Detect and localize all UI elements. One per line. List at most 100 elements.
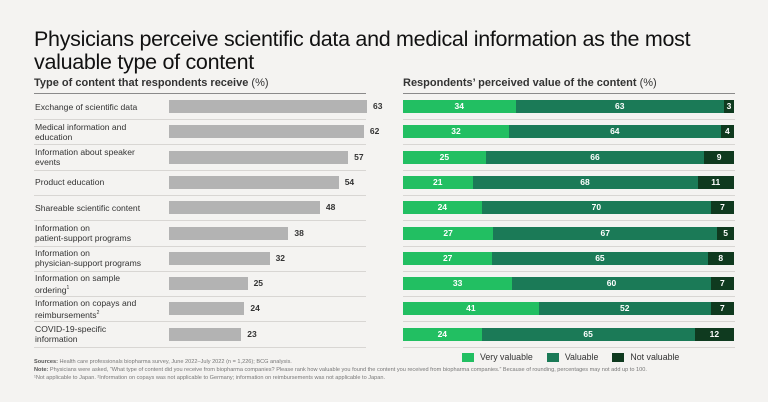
received-value-label: 48 [325, 202, 336, 213]
category-label: Information on copays and reimbursements2 [35, 297, 137, 320]
segment-valuable: 66 [485, 150, 705, 164]
segment-value-label: 27 [443, 227, 453, 238]
right-chart-row: 24 70 7 [403, 195, 735, 222]
segment-valuable: 67 [493, 226, 718, 240]
received-value-label: 54 [344, 176, 355, 187]
segment-very-valuable: 27 [403, 251, 493, 265]
segment-value-label: 24 [437, 328, 448, 339]
segment-valuable: 68 [472, 175, 698, 189]
received-bar [169, 251, 270, 265]
right-chart-row: 27 65 8 [403, 246, 735, 272]
received-bar [169, 175, 339, 189]
segment-value-label: 65 [595, 252, 605, 263]
received-bar [169, 302, 245, 316]
segment-value-label: 25 [439, 151, 450, 162]
received-value-label: 24 [250, 303, 260, 314]
segment-not-valuable: 11 [697, 175, 734, 189]
segment-not-valuable: 3 [724, 100, 734, 113]
segment-value-label: 63 [615, 101, 625, 111]
segment-very-valuable: 25 [403, 150, 486, 164]
left-chart-row: Shareable scientific content 48 [34, 195, 366, 222]
right-chart-row: 27 67 5 [403, 221, 735, 247]
sources-text: Health care professionals biopharma surv… [59, 359, 292, 365]
segment-very-valuable: 21 [403, 175, 473, 189]
left-chart-row: Product education 54 [34, 170, 366, 196]
received-value-label: 38 [294, 227, 304, 238]
legend-label: Not valuable [630, 352, 680, 362]
right-chart-row: 21 68 11 [403, 170, 735, 196]
received-bar [169, 226, 289, 240]
received-value-label: 57 [354, 151, 364, 162]
segment-value-label: 7 [720, 278, 725, 289]
segment-very-valuable: 24 [403, 327, 482, 341]
segment-not-valuable: 7 [710, 302, 734, 316]
sources-label: Sources: [34, 359, 58, 365]
footnotes: Sources: Health care professionals bioph… [34, 358, 734, 382]
category-label: Shareable scientific content [35, 202, 141, 213]
left-chart-row: Medical information and education 62 [34, 119, 379, 146]
category-label: Information on sample ordering1 [35, 272, 121, 295]
right-subtitle-text: Respondents’ perceived value of the cont… [403, 77, 637, 89]
segment-not-valuable: 5 [717, 226, 734, 240]
received-bar [169, 100, 367, 113]
segment-very-valuable: 27 [403, 226, 494, 240]
legend-item-not-valuable: Not valuable [612, 352, 679, 362]
segment-value-label: 7 [720, 303, 725, 314]
right-chart-row: 41 52 7 [403, 296, 735, 323]
category-label: Information on patient-support programs [35, 223, 132, 243]
legend: Very valuable Valuable Not valuable [462, 352, 679, 362]
received-bar [169, 150, 349, 164]
category-label: Product education [35, 177, 105, 188]
segment-value-label: 5 [723, 227, 728, 238]
page-title: Physicians perceive scientific data and … [34, 27, 691, 74]
category-label: COVID-19-specific information [35, 324, 107, 345]
right-subtitle-unit: (%) [639, 77, 657, 89]
segment-value-label: 67 [600, 227, 610, 238]
segment-value-label: 9 [716, 151, 722, 162]
right-header-rule [403, 93, 735, 94]
segment-valuable: 65 [492, 251, 708, 265]
right-chart-row: 32 64 4 [403, 119, 735, 146]
category-label: Exchange of scientific data [35, 101, 138, 112]
segment-value-label: 66 [590, 151, 600, 162]
segment-valuable: 63 [515, 100, 725, 113]
segment-value-label: 68 [580, 176, 590, 187]
footnote-superscripts: ¹Not applicable to Japan. ²Information o… [34, 375, 386, 381]
segment-very-valuable: 33 [403, 277, 513, 291]
received-value-label: 63 [373, 101, 383, 111]
segment-not-valuable: 12 [694, 327, 734, 341]
received-value-label: 32 [275, 252, 286, 263]
segment-not-valuable: 7 [710, 277, 734, 291]
segment-value-label: 34 [454, 101, 464, 111]
segment-very-valuable: 34 [403, 100, 516, 113]
received-bar [169, 327, 242, 341]
right-chart-row: 24 65 12 [403, 322, 735, 348]
left-chart-row: Information on physician-support programs… [34, 246, 366, 272]
segment-not-valuable: 9 [704, 150, 734, 164]
category-label: Information on physician-support programs [35, 248, 142, 269]
right-chart-row: 33 60 7 [403, 271, 735, 298]
segment-value-label: 21 [433, 176, 443, 187]
segment-valuable: 70 [481, 201, 712, 215]
segment-valuable: 60 [512, 277, 711, 291]
category-label: Information about speaker events [35, 147, 135, 168]
legend-item-valuable: Valuable [546, 352, 598, 362]
left-chart-subtitle: Type of content that respondents receive… [34, 77, 269, 89]
left-chart-row: Information on patient-support programs 38 [34, 221, 366, 247]
segment-valuable: 64 [508, 125, 721, 139]
sources-line: Sources: Health care professionals bioph… [34, 358, 734, 366]
segment-not-valuable: 4 [720, 125, 734, 139]
segment-value-label: 33 [452, 278, 463, 289]
right-chart-row: 34 63 3 [403, 94, 735, 120]
note-text: Physicians were asked, “What type of con… [49, 367, 647, 373]
legend-label: Very valuable [480, 352, 533, 362]
segment-value-label: 7 [720, 202, 725, 213]
left-header-rule [34, 93, 366, 94]
legend-item-very-valuable: Very valuable [462, 352, 533, 362]
segment-value-label: 27 [442, 252, 453, 263]
received-value-label: 23 [247, 328, 257, 339]
left-chart-row: Information on sample ordering1 25 [34, 271, 366, 298]
segment-valuable: 65 [481, 327, 695, 341]
segment-value-label: 24 [437, 202, 448, 213]
segment-value-label: 4 [725, 126, 730, 137]
